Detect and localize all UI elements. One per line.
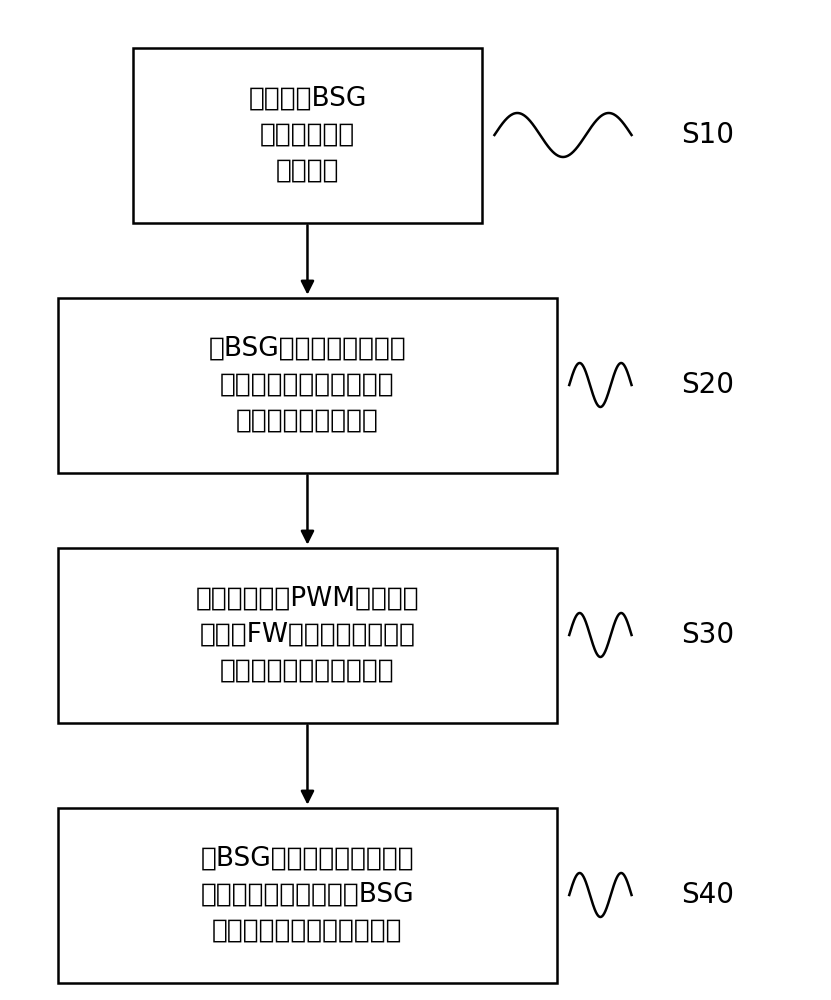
Text: 将功率模块的PWM控制方式
转换成FW控制方式并对功率
模块的开关频率进行控制: 将功率模块的PWM控制方式 转换成FW控制方式并对功率 模块的开关频率进行控制 xyxy=(195,586,420,684)
Text: 将BSG电机控制器中功率
模块的开关频率调节至预
设阈值开关频率范围: 将BSG电机控制器中功率 模块的开关频率调节至预 设阈值开关频率范围 xyxy=(209,336,406,434)
Text: S30: S30 xyxy=(681,621,735,649)
Text: S20: S20 xyxy=(681,371,735,399)
Text: 将BSG电机的转速提高到预
设阈值转速范围内以使BSG
电机的共振频率向高频移动: 将BSG电机的转速提高到预 设阈值转速范围内以使BSG 电机的共振频率向高频移动 xyxy=(200,846,415,944)
Text: S40: S40 xyxy=(681,881,735,909)
FancyBboxPatch shape xyxy=(58,298,557,473)
Text: 接收提高BSG
电机的电压的
触发指令: 接收提高BSG 电机的电压的 触发指令 xyxy=(248,86,366,184)
Text: S10: S10 xyxy=(681,121,735,149)
FancyBboxPatch shape xyxy=(58,808,557,982)
FancyBboxPatch shape xyxy=(133,48,482,223)
FancyBboxPatch shape xyxy=(58,548,557,722)
